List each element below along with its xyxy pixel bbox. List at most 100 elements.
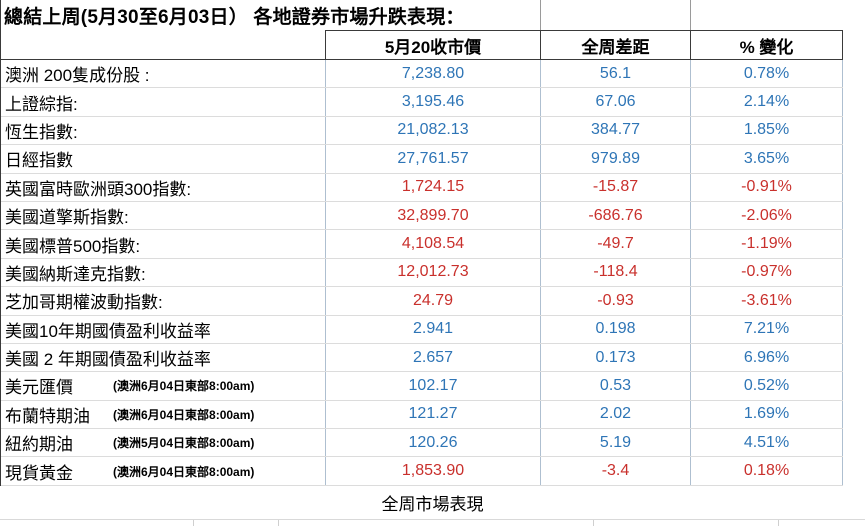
pct-change-cell: -2.06% xyxy=(690,201,843,230)
header-label-spacer xyxy=(1,30,325,59)
weekly-diff-cell: 0.53 xyxy=(540,372,690,400)
row-label-cell: 美國 2 年期國債盈利收益率 xyxy=(1,344,325,371)
row-label: 澳洲 200隻成份股 : xyxy=(5,66,150,86)
pct-change-cell: 2.14% xyxy=(690,88,843,116)
pct-change-cell: 1.69% xyxy=(690,400,843,429)
weekly-diff-cell: 0.173 xyxy=(540,343,690,372)
row-note: (澳洲6月04日東部8:00am) xyxy=(113,407,255,422)
row-label: 紐約期油 xyxy=(5,435,73,455)
row-label: 英國富時歐洲頭300指數: xyxy=(5,179,192,199)
pct-change-cell: -0.97% xyxy=(690,258,843,287)
row-note: (澳洲6月04日東部8:00am) xyxy=(113,379,255,394)
close-price-cell: 4,108.54 xyxy=(325,230,540,258)
row-label-cell: 布蘭特期油 (澳洲6月04日東部8:00am) xyxy=(1,401,325,428)
column-header-close-price: 5月20收市價 xyxy=(325,30,540,59)
title-row: 總結上周(5月30至6月03日） 各地證券市場升跌表現： xyxy=(1,0,843,30)
pct-change-cell: 6.96% xyxy=(690,343,843,372)
table-row: 英國富時歐洲頭300指數: 1,724.15 -15.87 -0.91% xyxy=(1,173,843,202)
row-label-cell: 恆生指數: xyxy=(1,117,325,144)
row-label-cell: 美元匯價 (澳洲6月04日東部8:00am) xyxy=(1,372,325,399)
row-label: 布蘭特期油 xyxy=(5,406,90,426)
gridline-vertical xyxy=(690,0,691,30)
row-label: 現貨黃金 xyxy=(5,463,73,483)
close-price-cell: 120.26 xyxy=(325,429,540,457)
row-note: (澳洲5月04日東部8:00am) xyxy=(113,436,255,451)
weekly-diff-cell: 56.1 xyxy=(540,60,690,88)
gridline-vertical xyxy=(540,0,541,30)
table-row: 現貨黃金 (澳洲6月04日東部8:00am) 1,853.90 -3.4 0.1… xyxy=(1,457,843,486)
column-header-weekly-diff: 全周差距 xyxy=(540,30,690,59)
row-label: 美國10年期國債盈利收益率 xyxy=(5,321,211,341)
close-price-cell: 121.27 xyxy=(325,400,540,429)
table-body: 澳洲 200隻成份股 : 7,238.80 56.1 0.78% 上證綜指: 3… xyxy=(1,60,843,486)
close-price-cell: 1,724.15 xyxy=(325,173,540,201)
table-row: 美國納斯達克指數: 12,012.73 -118.4 -0.97% xyxy=(1,258,843,288)
pct-change-cell: 4.51% xyxy=(690,429,843,457)
header-row: 5月20收市價 全周差距 % 變化 xyxy=(1,30,843,60)
pct-change-cell: -3.61% xyxy=(690,287,843,315)
page-title: 總結上周(5月30至6月03日） 各地證券市場升跌表現： xyxy=(4,6,465,28)
close-price-cell: 24.79 xyxy=(325,287,540,315)
row-label-cell: 日經指數 xyxy=(1,145,325,172)
table-row: 布蘭特期油 (澳洲6月04日東部8:00am) 121.27 2.02 1.69… xyxy=(1,400,843,430)
pct-change-cell: 1.85% xyxy=(690,116,843,145)
table-row: 美國 2 年期國債盈利收益率 2.657 0.173 6.96% xyxy=(1,343,843,373)
pct-change-cell: 0.78% xyxy=(690,60,843,88)
row-label: 美國 2 年期國債盈利收益率 xyxy=(5,350,211,370)
table-row: 美國標普500指數: 4,108.54 -49.7 -1.19% xyxy=(1,230,843,259)
close-price-cell: 27,761.57 xyxy=(325,145,540,173)
row-label-cell: 美國道擎斯指數: xyxy=(1,202,325,229)
weekly-diff-cell: 67.06 xyxy=(540,88,690,116)
row-label-cell: 上證綜指: xyxy=(1,88,325,115)
row-label-cell: 澳洲 200隻成份股 : xyxy=(1,60,325,87)
weekly-diff-cell: -0.93 xyxy=(540,287,690,315)
close-price-cell: 102.17 xyxy=(325,372,540,400)
close-price-cell: 12,012.73 xyxy=(325,258,540,287)
pct-change-cell: 7.21% xyxy=(690,315,843,343)
table-row: 美國10年期國債盈利收益率 2.941 0.198 7.21% xyxy=(1,315,843,344)
table-row: 芝加哥期權波動指數: 24.79 -0.93 -3.61% xyxy=(1,287,843,316)
table-row: 紐約期油 (澳洲5月04日東部8:00am) 120.26 5.19 4.51% xyxy=(1,429,843,458)
row-label: 芝加哥期權波動指數: xyxy=(5,293,163,313)
row-label: 美國納斯達克指數: xyxy=(5,264,146,284)
close-price-cell: 2.657 xyxy=(325,343,540,372)
row-label-cell: 英國富時歐洲頭300指數: xyxy=(1,174,325,201)
row-label-cell: 美國10年期國債盈利收益率 xyxy=(1,316,325,343)
close-price-cell: 1,853.90 xyxy=(325,457,540,485)
row-label: 美元匯價 xyxy=(5,378,73,398)
table-row: 上證綜指: 3,195.46 67.06 2.14% xyxy=(1,88,843,117)
close-price-cell: 3,195.46 xyxy=(325,88,540,116)
row-label-cell: 紐約期油 (澳洲5月04日東部8:00am) xyxy=(1,429,325,456)
row-label-cell: 美國納斯達克指數: xyxy=(1,259,325,286)
row-label: 上證綜指: xyxy=(5,94,78,114)
row-label-cell: 芝加哥期權波動指數: xyxy=(1,287,325,314)
table-row: 美元匯價 (澳洲6月04日東部8:00am) 102.17 0.53 0.52% xyxy=(1,372,843,401)
gridline-stub xyxy=(593,520,594,526)
gridline-stub xyxy=(278,520,279,526)
table: 總結上周(5月30至6月03日） 各地證券市場升跌表現： 5月20收市價 全周差… xyxy=(0,0,843,486)
weekly-diff-cell: -3.4 xyxy=(540,457,690,485)
row-label: 美國標普500指數: xyxy=(5,236,141,256)
weekly-diff-cell: 384.77 xyxy=(540,116,690,145)
pct-change-cell: -0.91% xyxy=(690,173,843,201)
table-row: 恆生指數: 21,082.13 384.77 1.85% xyxy=(1,116,843,146)
close-price-cell: 32,899.70 xyxy=(325,201,540,230)
column-header-pct-change: % 變化 xyxy=(690,30,843,59)
weekly-diff-cell: -15.87 xyxy=(540,173,690,201)
weekly-diff-cell: -49.7 xyxy=(540,230,690,258)
pct-change-cell: 0.52% xyxy=(690,372,843,400)
weekly-diff-cell: 0.198 xyxy=(540,315,690,343)
row-label: 恆生指數: xyxy=(5,122,78,142)
weekly-diff-cell: -686.76 xyxy=(540,201,690,230)
close-price-cell: 7,238.80 xyxy=(325,60,540,88)
pct-change-cell: -1.19% xyxy=(690,230,843,258)
weekly-diff-cell: 2.02 xyxy=(540,400,690,429)
table-row: 澳洲 200隻成份股 : 7,238.80 56.1 0.78% xyxy=(1,60,843,89)
close-price-cell: 21,082.13 xyxy=(325,116,540,145)
weekly-diff-cell: -118.4 xyxy=(540,258,690,287)
row-label-cell: 現貨黃金 (澳洲6月04日東部8:00am) xyxy=(1,457,325,484)
pct-change-cell: 3.65% xyxy=(690,145,843,173)
table-row: 日經指數 27,761.57 979.89 3.65% xyxy=(1,145,843,174)
weekly-diff-cell: 5.19 xyxy=(540,429,690,457)
